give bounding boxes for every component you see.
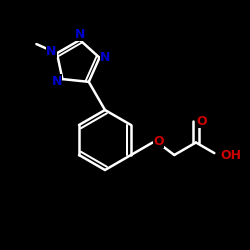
Text: N: N [52,74,62,88]
Text: O: O [196,115,207,128]
Text: N: N [75,28,85,41]
Text: N: N [100,51,110,64]
Text: N: N [46,45,57,58]
Text: OH: OH [220,149,242,162]
Text: O: O [154,135,164,148]
